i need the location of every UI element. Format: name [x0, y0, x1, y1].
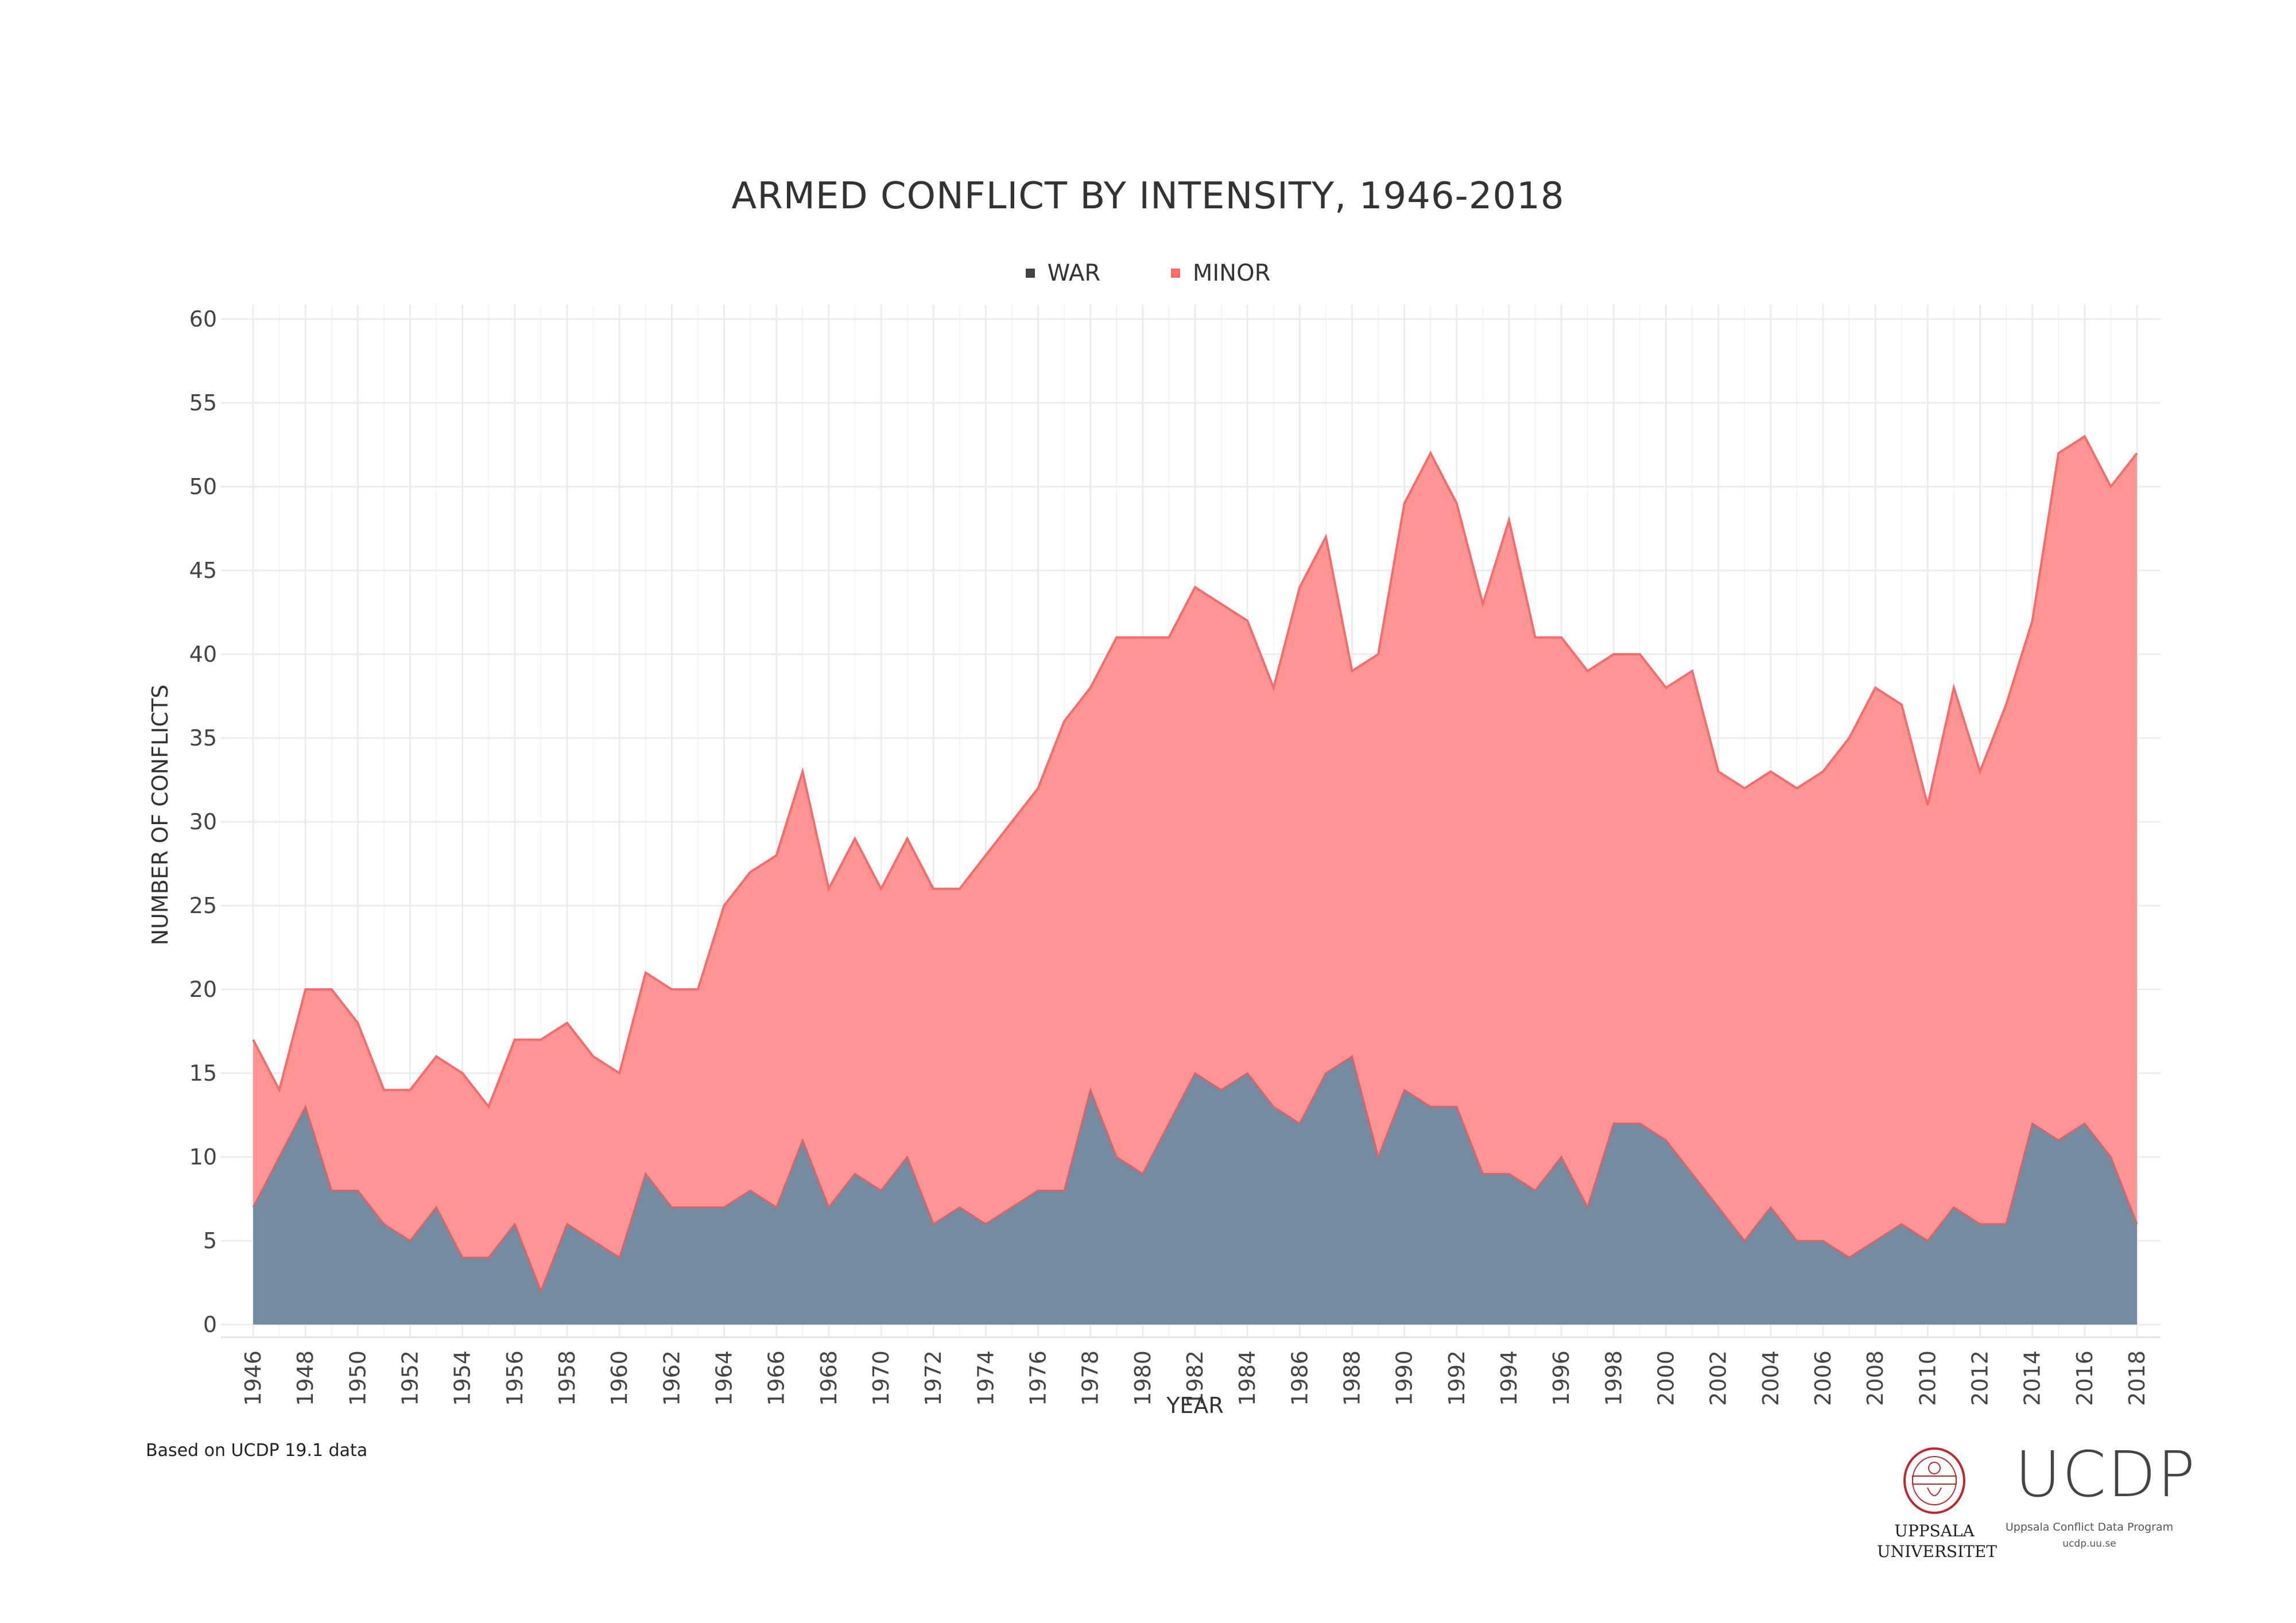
x-tick-label: 1974	[973, 1350, 998, 1406]
x-tick-label: 1988	[1340, 1350, 1365, 1406]
y-tick-label: 25	[189, 893, 217, 918]
legend-item-war[interactable]: WAR	[1025, 260, 1101, 286]
x-tick-label: 1964	[712, 1350, 737, 1406]
legend: WAR MINOR	[0, 257, 2296, 286]
y-tick-label: 15	[189, 1061, 217, 1086]
x-tick-label: 2008	[1863, 1350, 1888, 1406]
x-tick-label: 1970	[868, 1350, 894, 1406]
x-tick-label: 1948	[293, 1350, 318, 1406]
x-tick-label: 1966	[764, 1350, 789, 1406]
areas	[252, 434, 2138, 1325]
y-tick-label: 45	[189, 558, 217, 583]
x-tick-label: 1976	[1026, 1350, 1051, 1406]
x-tick-label: 2006	[1810, 1350, 1836, 1406]
x-tick-label: 1960	[607, 1350, 632, 1406]
y-tick-label: 0	[203, 1312, 217, 1337]
legend-label-minor: MINOR	[1192, 260, 1271, 286]
y-tick-label: 30	[189, 809, 217, 834]
x-tick-label: 1950	[345, 1350, 370, 1406]
legend-swatch-minor	[1170, 269, 1180, 278]
x-tick-label: 2016	[2072, 1350, 2097, 1406]
x-tick-label: 1954	[450, 1350, 475, 1406]
x-tick-label: 1994	[1496, 1350, 1522, 1406]
y-axis-ticks: 0 5 10 15 20 25 30 35 40 45 50 55 60	[189, 306, 217, 1337]
x-tick-label: 2004	[1758, 1350, 1783, 1406]
legend-item-minor[interactable]: MINOR	[1170, 260, 1271, 286]
uppsala-universitet-wordmark: UPPSALA UNIVERSITET	[1877, 1521, 1997, 1562]
footnote: Based on UCDP 19.1 data	[146, 1440, 368, 1461]
x-tick-label: 1996	[1549, 1350, 1574, 1406]
x-tick-label: 1990	[1392, 1350, 1417, 1406]
y-tick-label: 60	[189, 306, 217, 332]
x-tick-label: 1972	[921, 1350, 946, 1406]
x-tick-label: 1986	[1287, 1350, 1312, 1406]
x-tick-label: 2002	[1706, 1350, 1731, 1406]
legend-swatch-war	[1025, 269, 1035, 278]
logos: UPPSALA UNIVERSITET UCDP Uppsala Conflic…	[1871, 1435, 2250, 1572]
legend-label-war: WAR	[1047, 260, 1101, 286]
x-tick-label: 1962	[659, 1350, 684, 1406]
x-tick-label: 1968	[816, 1350, 841, 1406]
y-tick-label: 50	[189, 474, 217, 499]
area-minor	[253, 436, 2137, 1291]
line-minor-top	[252, 434, 2138, 1109]
y-tick-label: 20	[189, 977, 217, 1002]
x-tick-label: 2014	[2020, 1350, 2045, 1406]
x-tick-label: 2012	[1968, 1350, 1993, 1406]
x-tick-label: 1980	[1130, 1350, 1155, 1406]
x-tick-label: 2010	[1915, 1350, 1940, 1406]
x-tick-label: 1992	[1444, 1350, 1469, 1406]
y-tick-label: 35	[189, 725, 217, 751]
y-tick-label: 40	[189, 642, 217, 667]
ucdp-full-name: Uppsala Conflict Data Program	[2005, 1521, 2174, 1533]
ucdp-url[interactable]: ucdp.uu.se	[2062, 1538, 2116, 1550]
chart-title: ARMED CONFLICT BY INTENSITY, 1946-2018	[731, 175, 1565, 218]
line-war-top	[252, 1055, 2138, 1294]
area-war	[253, 1056, 2137, 1325]
ucdp-logo: UCDP	[2015, 1438, 2197, 1511]
uu-line1: UPPSALA	[1894, 1521, 1975, 1540]
x-tick-label: 1952	[398, 1350, 423, 1406]
y-tick-label: 5	[203, 1228, 217, 1253]
uppsala-seal-icon	[1903, 1447, 1965, 1514]
x-tick-label: 1998	[1601, 1350, 1626, 1406]
x-axis-ticks: 1946 1948 1950 1952 1954 1956 1958 1960 1962 1964…	[241, 1350, 2150, 1406]
x-tick-label: 1984	[1235, 1350, 1260, 1406]
x-tick-label: 1946	[241, 1350, 266, 1406]
x-tick-label: 1956	[502, 1350, 528, 1406]
x-tick-label: 1978	[1078, 1350, 1103, 1406]
x-tick-label: 1958	[554, 1350, 580, 1406]
x-axis-label: YEAR	[1166, 1393, 1224, 1418]
x-tick-label: 2018	[2124, 1350, 2150, 1406]
y-axis-label: NUMBER OF CONFLICTS	[148, 685, 173, 945]
uu-line2: UNIVERSITET	[1877, 1542, 1997, 1561]
x-tick-label: 1982	[1182, 1350, 1208, 1406]
y-tick-label: 55	[189, 390, 217, 416]
x-tick-label: 2000	[1654, 1350, 1679, 1406]
y-tick-label: 10	[189, 1144, 217, 1170]
